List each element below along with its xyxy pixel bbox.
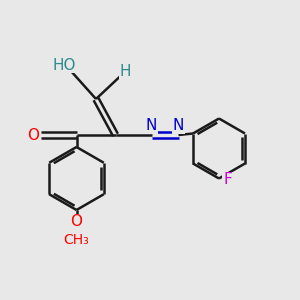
Text: HO: HO	[53, 58, 76, 73]
Text: CH₃: CH₃	[64, 233, 89, 247]
Text: O: O	[70, 214, 83, 230]
Text: O: O	[27, 128, 39, 142]
Text: H: H	[120, 64, 131, 79]
Text: N: N	[173, 118, 184, 134]
Text: N: N	[146, 118, 157, 134]
Text: F: F	[223, 172, 232, 188]
